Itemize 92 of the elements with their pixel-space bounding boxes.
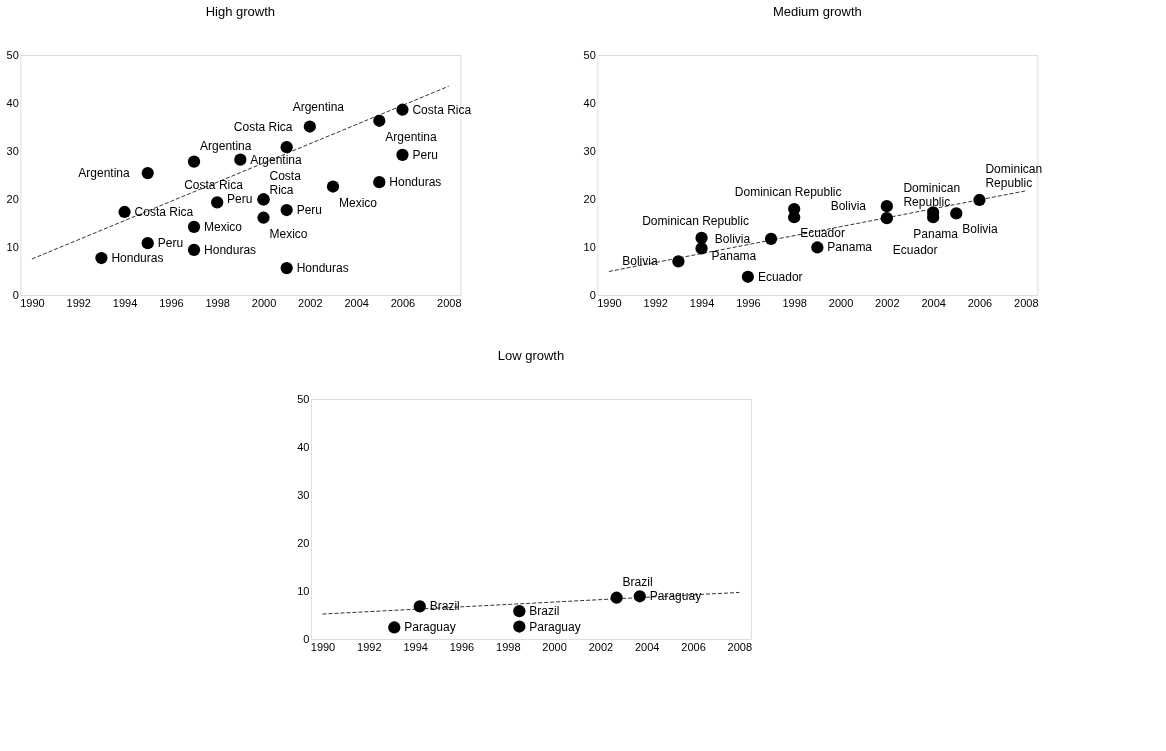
text: Dominican Republic bbox=[903, 181, 961, 210]
x-tick-label: 1996 bbox=[159, 296, 184, 309]
text: Dominican Republic bbox=[734, 185, 842, 200]
x-tick-label: 1992 bbox=[66, 296, 91, 309]
x-tick-label: 1998 bbox=[496, 640, 521, 653]
y-tick-label: 40 bbox=[297, 440, 310, 453]
series-label: Honduras bbox=[111, 251, 164, 266]
y-tick-label: 20 bbox=[297, 536, 310, 549]
x-tick-label: 2006 bbox=[967, 296, 993, 309]
y-tick-label: 10 bbox=[6, 240, 19, 253]
x-tick-label: 2006 bbox=[390, 296, 416, 309]
x-tick-label: 2002 bbox=[298, 296, 323, 309]
text: Panama bbox=[711, 249, 757, 264]
text: Paraguay bbox=[649, 589, 702, 604]
text: Costa Rica bbox=[184, 178, 243, 193]
x-tick-label: 1994 bbox=[689, 296, 715, 309]
series-label: Brazil bbox=[429, 599, 460, 614]
x-tick-label: 1994 bbox=[403, 640, 428, 653]
text: Bolivia bbox=[714, 231, 751, 246]
text: Dominican Republic bbox=[642, 213, 749, 228]
y-tick-label: 30 bbox=[297, 488, 310, 501]
x-tick-label: 1998 bbox=[205, 296, 230, 309]
y-tick-label: 40 bbox=[6, 96, 19, 109]
y-tick-label: 50 bbox=[297, 392, 310, 405]
y-tick-label: 10 bbox=[297, 584, 310, 597]
text: Honduras bbox=[204, 242, 257, 257]
x-tick-label: 1996 bbox=[449, 640, 475, 653]
x-tick-label: 1998 bbox=[782, 296, 807, 309]
y-tick-label: 50 bbox=[583, 48, 596, 61]
text: Argentina bbox=[78, 166, 130, 181]
y-tick-label: 20 bbox=[583, 192, 596, 205]
y-tick-label: 50 bbox=[6, 48, 19, 61]
text: Panama bbox=[913, 227, 959, 242]
x-tick-label: 2004 bbox=[344, 296, 369, 309]
y-tick-label: 40 bbox=[583, 96, 596, 109]
x-tick-label: 1990 bbox=[597, 296, 622, 309]
text: Mexico bbox=[269, 226, 308, 241]
text: Mexico bbox=[338, 195, 377, 210]
y-tick-label: 10 bbox=[583, 240, 596, 253]
x-tick-label: 1994 bbox=[112, 296, 138, 309]
text: Paraguay bbox=[404, 620, 456, 635]
text: Argentina bbox=[292, 100, 345, 115]
x-tick-label: 2004 bbox=[634, 640, 660, 653]
series-label: Paraguay bbox=[529, 619, 581, 634]
x-tick-label: 1990 bbox=[20, 296, 45, 309]
text: Peru bbox=[296, 203, 323, 218]
x-tick-label: 2000 bbox=[828, 296, 854, 309]
x-tick-label: 2002 bbox=[588, 640, 614, 653]
y-tick-label: 0 bbox=[303, 632, 310, 645]
x-tick-label: 2008 bbox=[727, 640, 753, 653]
chart-title: Medium growth bbox=[772, 4, 862, 19]
text: Brazil bbox=[529, 604, 560, 619]
series-label: Argentina bbox=[250, 152, 303, 167]
x-tick-label: 2002 bbox=[875, 296, 900, 309]
x-tick-label: 2000 bbox=[251, 296, 277, 309]
x-tick-label: 1992 bbox=[357, 640, 382, 653]
text: Peru bbox=[412, 147, 438, 162]
text: Bolivia bbox=[622, 254, 658, 269]
series-label: Mexico bbox=[204, 219, 243, 234]
text: Costa Rica bbox=[233, 119, 293, 134]
x-tick-label: 1990 bbox=[310, 640, 336, 653]
text: Bolivia bbox=[830, 199, 866, 214]
x-tick-label: 2000 bbox=[542, 640, 567, 653]
text: Costa Rica bbox=[134, 204, 194, 219]
text: Peru bbox=[227, 192, 253, 207]
series-label: Costa Rica bbox=[269, 169, 302, 198]
y-tick-label: 0 bbox=[12, 288, 19, 301]
text: Honduras bbox=[296, 261, 349, 276]
text: Ecuador bbox=[800, 226, 845, 241]
text: Brazil bbox=[622, 574, 653, 589]
x-tick-label: 2004 bbox=[921, 296, 946, 309]
y-tick-label: 20 bbox=[6, 192, 19, 205]
y-tick-label: 30 bbox=[6, 144, 19, 157]
y-tick-label: 0 bbox=[589, 288, 596, 301]
text: Honduras bbox=[389, 175, 442, 190]
x-tick-label: 2008 bbox=[437, 296, 462, 309]
series-label: Bolivia bbox=[962, 222, 998, 237]
text: Argentina bbox=[385, 129, 437, 144]
text: Argentina bbox=[200, 138, 252, 153]
x-tick-label: 2008 bbox=[1014, 296, 1039, 309]
x-tick-label: 2006 bbox=[681, 640, 706, 653]
text: Ecuador bbox=[892, 243, 938, 258]
y-tick-label: 30 bbox=[583, 144, 596, 157]
series-label: Peru bbox=[157, 236, 184, 251]
chart-title: Low growth bbox=[497, 348, 565, 363]
x-tick-label: 1996 bbox=[736, 296, 761, 309]
series-label: Ecuador bbox=[757, 269, 803, 284]
x-tick-label: 1992 bbox=[643, 296, 668, 309]
series-label: Panama bbox=[827, 240, 873, 255]
chart-title: High growth bbox=[205, 4, 276, 19]
text: Costa Rica bbox=[412, 102, 472, 117]
series-label: Dominican Republic bbox=[985, 161, 1043, 190]
